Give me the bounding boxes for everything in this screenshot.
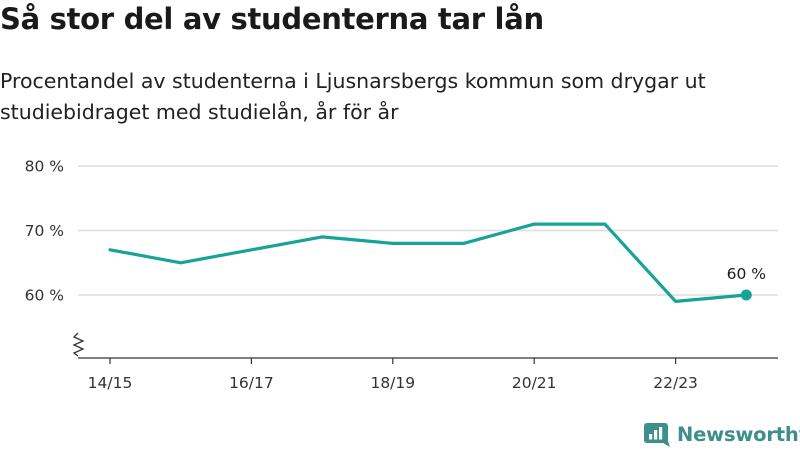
end-point-marker bbox=[740, 289, 752, 301]
x-tick-label: 16/17 bbox=[229, 374, 274, 392]
x-tick-label: 22/23 bbox=[653, 374, 698, 392]
series-layer bbox=[108, 222, 752, 303]
gridlines bbox=[78, 165, 778, 296]
y-tick-label: 70 % bbox=[25, 222, 64, 240]
line-chart: 60 % 70 % 80 % 14/15 16/17 18/19 20/21 22/23 60 … bbox=[25, 158, 778, 393]
end-value-label: 60 % bbox=[727, 265, 766, 283]
bar-chart-logo-icon bbox=[644, 423, 670, 447]
x-tick-label: 20/21 bbox=[512, 374, 557, 392]
chart-subtitle: Procentandel av studenterna i Ljusnarsbe… bbox=[0, 69, 706, 124]
y-tick-label: 80 % bbox=[25, 158, 64, 176]
newsworthy-brand: Newsworthy bbox=[644, 420, 800, 448]
x-tick-label: 14/15 bbox=[88, 374, 133, 392]
series-line bbox=[108, 222, 748, 303]
axis-break-icon bbox=[72, 332, 85, 357]
x-tick-label: 18/19 bbox=[370, 374, 415, 392]
y-tick-label: 60 % bbox=[25, 287, 64, 305]
axes bbox=[72, 332, 778, 364]
labels: 60 % 70 % 80 % 14/15 16/17 18/19 20/21 22/23 60 … bbox=[25, 158, 766, 393]
brand-name: Newsworthy bbox=[677, 422, 800, 446]
chart-title: Så stor del av studenterna tar lån bbox=[0, 2, 544, 36]
